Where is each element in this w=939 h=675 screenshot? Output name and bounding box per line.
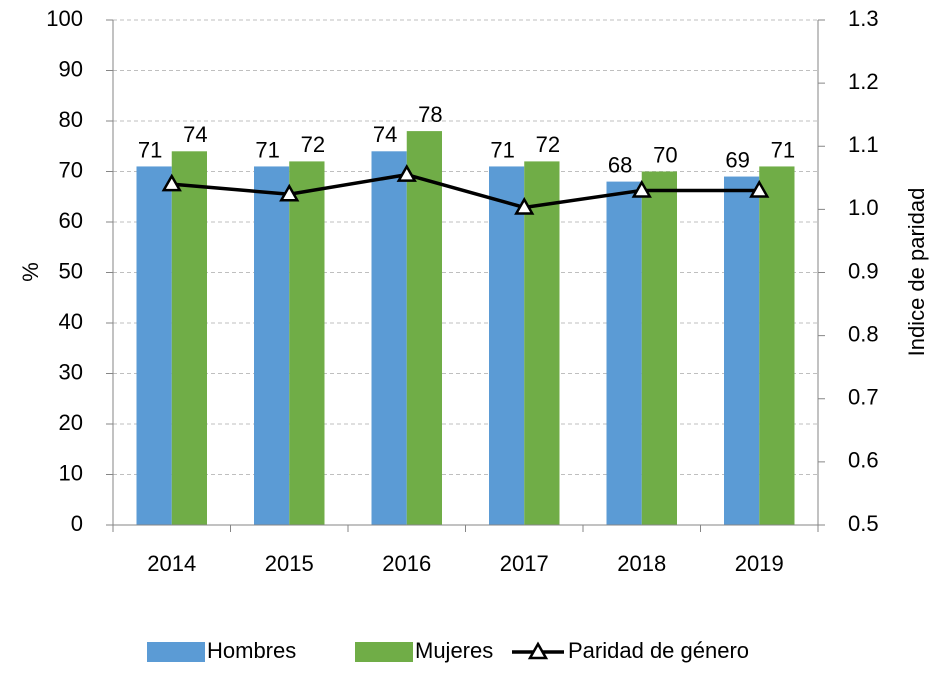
line	[171, 172, 760, 210]
bar	[759, 166, 795, 525]
x-tick-label: 2018	[617, 551, 666, 576]
y2-tick-label: 1.3	[848, 6, 879, 31]
data-label: 78	[418, 102, 442, 127]
y-tick-label: 50	[59, 258, 83, 283]
data-label: 68	[608, 152, 632, 177]
y2-tick-label: 0.9	[848, 258, 879, 283]
data-label: 69	[725, 147, 749, 172]
data-label: 72	[536, 132, 560, 157]
y-tick-label: 80	[59, 107, 83, 132]
data-label: 71	[138, 137, 162, 162]
legend-marker	[527, 641, 549, 660]
y2-tick-label: 0.5	[848, 511, 879, 536]
bar	[371, 151, 407, 526]
data-label: 74	[183, 122, 207, 147]
y-tick-label: 0	[71, 511, 83, 536]
bar	[606, 181, 642, 525]
marker	[749, 179, 770, 198]
x-tick-label: 2017	[500, 551, 549, 576]
y2-tick-label: 0.7	[848, 385, 879, 410]
bar	[489, 166, 525, 525]
bar	[289, 161, 325, 525]
bar	[406, 131, 442, 525]
y-tick-label: 70	[59, 157, 83, 182]
bar	[171, 151, 207, 526]
marker	[396, 164, 417, 182]
y2-tick-label: 0.8	[848, 321, 879, 346]
bar	[724, 176, 760, 526]
data-label: 71	[255, 137, 279, 162]
data-label: 71	[771, 137, 795, 162]
marker	[279, 183, 300, 202]
y-tick-label: 30	[59, 359, 83, 384]
y-axis-title: %	[18, 262, 43, 282]
x-tick-label: 2019	[735, 551, 784, 576]
legend-label: Paridad de género	[568, 638, 749, 663]
bar	[254, 166, 290, 525]
legend-label: Mujeres	[415, 638, 493, 663]
data-label: 71	[490, 137, 514, 162]
x-tick-label: 2016	[382, 551, 431, 576]
y2-tick-label: 1.0	[848, 195, 879, 220]
legend-swatch	[147, 642, 205, 662]
marker	[631, 179, 652, 198]
data-label: 74	[373, 122, 397, 147]
bar	[641, 171, 677, 525]
bar	[136, 166, 172, 525]
y-tick-label: 100	[46, 6, 83, 31]
marker	[514, 196, 535, 215]
y2-tick-label: 1.1	[848, 132, 879, 157]
y-tick-label: 10	[59, 460, 83, 485]
legend-label: Hombres	[207, 638, 296, 663]
y-tick-label: 60	[59, 208, 83, 233]
data-label: 72	[301, 132, 325, 157]
y2-tick-label: 1.2	[848, 69, 879, 94]
y2-axis-title: Indice de paridad	[904, 188, 929, 357]
y-tick-label: 20	[59, 410, 83, 435]
legend-swatch	[355, 642, 413, 662]
y-tick-label: 90	[59, 56, 83, 81]
bar	[524, 161, 560, 525]
y-tick-label: 40	[59, 309, 83, 334]
data-label: 70	[653, 142, 677, 167]
x-tick-label: 2015	[265, 551, 314, 576]
y2-tick-label: 0.6	[848, 448, 879, 473]
marker	[161, 173, 182, 192]
x-tick-label: 2014	[147, 551, 196, 576]
